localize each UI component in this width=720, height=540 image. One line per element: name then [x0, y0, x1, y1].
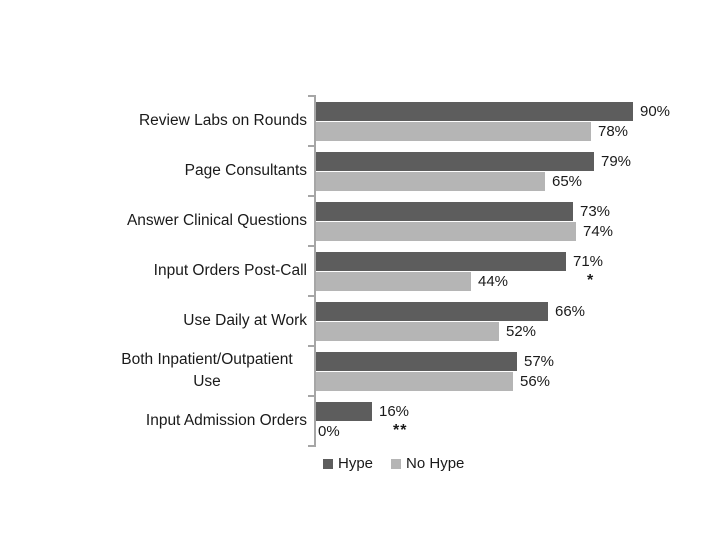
- legend-swatch-no-hype: [391, 458, 402, 469]
- value-label: 78%: [598, 123, 629, 140]
- value-label: 16%: [379, 403, 410, 420]
- category-label: Review Labs on Rounds: [40, 96, 307, 146]
- legend-item-hype: Hype: [323, 455, 373, 472]
- category-axis-line: [314, 95, 316, 447]
- legend-swatch-hype: [323, 458, 333, 469]
- category-label: Both Inpatient/Outpatient Use: [40, 346, 307, 396]
- value-label: 71%: [573, 253, 604, 270]
- category-label: Input Admission Orders: [40, 396, 307, 446]
- legend-item-no-hype: No Hype: [391, 455, 464, 472]
- bar-hype: [316, 152, 594, 171]
- category-label-text: Review Labs on Rounds: [138, 112, 307, 129]
- significance-asterisk: *: [587, 272, 595, 289]
- value-label: 44%: [478, 273, 509, 290]
- category-label-text: Both Inpatient/Outpatient Use: [121, 351, 293, 390]
- value-label: 0%: [318, 423, 340, 440]
- bar-hype: [316, 352, 517, 371]
- value-label: 52%: [506, 323, 537, 340]
- value-label: 56%: [520, 373, 551, 390]
- axis-tick: [308, 95, 314, 97]
- value-label: 65%: [552, 173, 583, 190]
- axis-tick: [308, 245, 314, 247]
- category-label-text: Input Admission Orders: [145, 412, 307, 429]
- bar-no-hype: [316, 172, 545, 191]
- significance-asterisk: **: [393, 422, 408, 439]
- value-label: 66%: [555, 303, 586, 320]
- axis-tick: [308, 445, 314, 447]
- bar-no-hype: [316, 322, 499, 341]
- bar-hype: [316, 302, 548, 321]
- bar-hype: [316, 402, 372, 421]
- category-label: Input Orders Post-Call: [40, 246, 307, 296]
- bar-no-hype: [316, 272, 471, 291]
- axis-tick: [308, 345, 314, 347]
- category-label-text: Use Daily at Work: [183, 312, 307, 329]
- bar-hype: [316, 252, 566, 271]
- axis-tick: [308, 145, 314, 147]
- value-label: 57%: [524, 353, 555, 370]
- bar-no-hype: [316, 222, 576, 241]
- bar-no-hype: [316, 122, 591, 141]
- category-label: Use Daily at Work: [40, 296, 307, 346]
- value-label: 73%: [580, 203, 611, 220]
- category-label-text: Page Consultants: [184, 162, 307, 179]
- bar-hype: [316, 202, 573, 221]
- legend-label-hype: Hype: [338, 455, 374, 472]
- value-label: 74%: [583, 223, 614, 240]
- category-label: Answer Clinical Questions: [40, 196, 307, 246]
- value-label: 79%: [601, 153, 632, 170]
- value-label: 90%: [640, 103, 671, 120]
- category-label-text: Input Orders Post-Call: [153, 262, 307, 279]
- bar-no-hype: [316, 372, 513, 391]
- axis-tick: [308, 195, 314, 197]
- legend-label-no-hype: No Hype: [406, 455, 465, 472]
- axis-tick: [308, 395, 314, 397]
- category-label: Page Consultants: [40, 146, 307, 196]
- chart-legend: Hype No Hype: [323, 455, 464, 472]
- axis-tick: [308, 295, 314, 297]
- bar-hype: [316, 102, 633, 121]
- category-label-text: Answer Clinical Questions: [126, 212, 307, 229]
